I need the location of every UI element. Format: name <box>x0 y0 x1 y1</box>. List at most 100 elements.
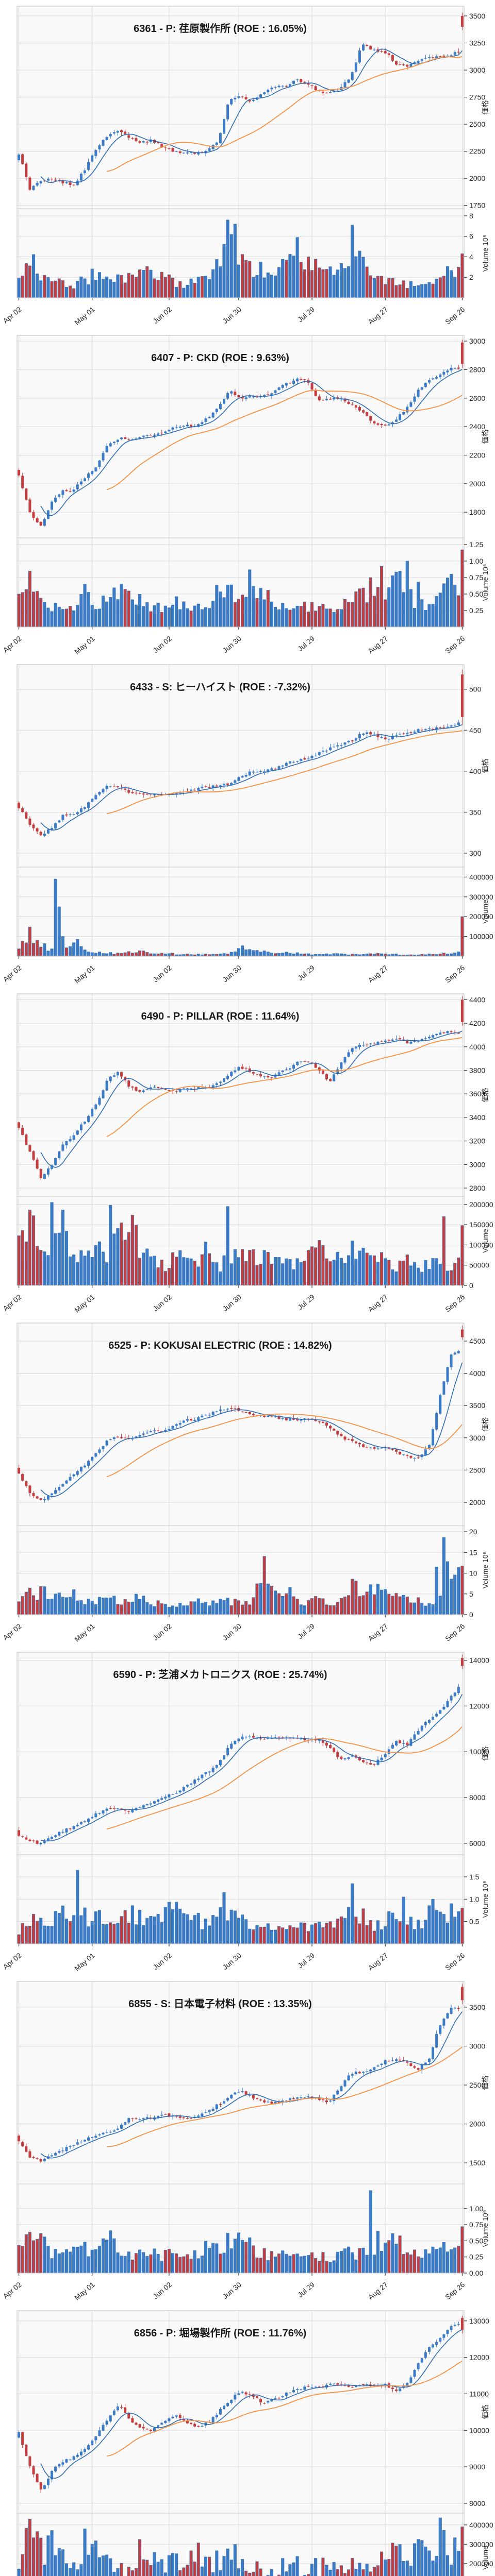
price-tick-label: 1800 <box>469 508 485 516</box>
price-axis-ticks: 3000 2800 2600 2400 2200 2000 1800 <box>464 337 485 516</box>
candles <box>18 1654 464 1847</box>
moving-averages <box>40 2329 463 2479</box>
price-tick-label: 2200 <box>469 451 485 459</box>
price-axis-ticks: 4400 4200 4000 3800 3600 3400 3200 3000 2800 <box>464 995 485 1192</box>
date-tick-label: Apr 02 <box>2 1951 23 1971</box>
date-tick-label: Aug 27 <box>367 634 389 655</box>
chart-block-6433: 500 450 400 350 300 400000 300000 200000 100000 価… <box>0 658 495 988</box>
date-tick-label: May 01 <box>73 634 96 656</box>
plot-panel <box>17 665 464 956</box>
price-tick-label: 3000 <box>469 2042 485 2050</box>
price-tick-label: 2250 <box>469 147 485 156</box>
price-tick-label: 10000 <box>469 2426 489 2434</box>
candlestick-chart-6433: 500 450 400 350 300 400000 300000 200000 100000 価… <box>2 664 493 985</box>
price-tick-label: 1750 <box>469 201 485 210</box>
date-tick-label: Jun 30 <box>221 1622 243 1642</box>
date-tick-label: Apr 02 <box>2 1622 23 1642</box>
date-tick-label: Jun 02 <box>151 1951 173 1971</box>
price-tick-label: 2600 <box>469 394 485 402</box>
price-axis-label: 価格 <box>481 2076 489 2090</box>
volume-tick-label: 0.50 <box>469 2236 483 2245</box>
volume-tick-label: 4 <box>469 252 473 261</box>
price-axis-label: 価格 <box>481 430 489 444</box>
moving-averages <box>40 369 463 516</box>
volume-axis-label: Volume <box>481 1229 489 1253</box>
price-tick-label: 13000 <box>469 2317 489 2325</box>
price-tick-label: 300 <box>469 849 482 857</box>
date-tick-label: Sep 26 <box>443 1293 466 1314</box>
chart-block-6490: 4400 4200 4000 3800 3600 3400 3200 3000 2800 2000… <box>0 988 495 1317</box>
date-tick-label: Aug 27 <box>367 305 389 326</box>
date-tick-label: May 01 <box>73 1293 96 1314</box>
price-tick-label: 350 <box>469 808 482 816</box>
volume-tick-label: 1.25 <box>469 540 483 549</box>
plot-border <box>16 1981 465 2274</box>
date-tick-label: Apr 02 <box>2 634 23 654</box>
chart-title: 6855 - S: 日本電子材料 (ROE : 13.35%) <box>128 1998 312 2010</box>
chart-title: 6433 - S: ヒーハイスト (ROE : -7.32%) <box>130 682 310 693</box>
price-axis-ticks: 3500 3000 2500 2000 1500 <box>464 2003 485 2167</box>
date-tick-label: Apr 02 <box>2 963 23 984</box>
plot-panel <box>17 6 464 298</box>
chart-block-6361: 3500 3250 3000 2750 2500 2250 2000 1750 8 6 4 2 価格 Vo… <box>0 0 495 329</box>
date-axis: Apr 02 May 01 Jun 02 Jun 30 Jul 29 Aug 27 Sep … <box>2 298 466 327</box>
date-tick-label: Sep 26 <box>443 305 466 326</box>
price-tick-label: 3000 <box>469 337 485 345</box>
moving-averages <box>41 1694 463 1842</box>
date-tick-label: Sep 26 <box>443 2280 466 2301</box>
price-tick-label: 2000 <box>469 2120 485 2128</box>
candlestick-chart-6407: 3000 2800 2600 2400 2200 2000 1800 1.25 1.00 0.75… <box>2 335 489 656</box>
volume-tick-label: 15 <box>469 1548 477 1556</box>
date-tick-label: Jun 02 <box>151 963 173 984</box>
moving-averages <box>40 1362 463 1497</box>
date-tick-label: May 01 <box>73 305 96 327</box>
date-tick-label: Jun 30 <box>221 1293 243 1313</box>
price-tick-label: 3000 <box>469 66 485 74</box>
volume-tick-label: 50000 <box>469 1261 489 1269</box>
date-tick-label: Jul 29 <box>296 963 316 982</box>
volume-tick-label: 0 <box>469 1611 473 1619</box>
plot-border <box>16 1652 465 1944</box>
date-tick-label: Jun 30 <box>221 634 243 654</box>
price-tick-label: 2500 <box>469 1466 485 1474</box>
date-tick-label: Jun 02 <box>151 2280 173 2300</box>
volume-bars <box>17 878 464 956</box>
volume-tick-label: 200000 <box>469 1200 493 1209</box>
volume-axis-label: Volume 10⁶ <box>481 1881 489 1918</box>
date-tick-label: Sep 26 <box>443 963 466 985</box>
volume-axis-label: Volume 10⁶ <box>481 235 489 272</box>
date-tick-label: Aug 27 <box>367 1293 389 1314</box>
chart-title: 6525 - P: KOKUSAI ELECTRIC (ROE : 14.82%… <box>108 1340 332 1351</box>
date-axis: Apr 02 May 01 Jun 02 Jun 30 Jul 29 Aug 27 Sep … <box>2 1944 466 1973</box>
date-tick-label: Jun 02 <box>151 1293 173 1313</box>
volume-tick-label: 0.5 <box>469 1918 480 1926</box>
price-tick-label: 4200 <box>469 1019 485 1027</box>
candlestick-chart-6855: 3500 3000 2500 2000 1500 1.00 0.75 0.50 0.25 0.00… <box>2 1981 489 2302</box>
date-tick-label: May 01 <box>73 2280 96 2302</box>
candlestick-chart-6590: 14000 12000 10000 8000 6000 1.5 1.0 0.5 価格 Volume… <box>2 1652 489 1973</box>
volume-bars <box>17 549 464 627</box>
date-axis: Apr 02 May 01 Jun 02 Jun 30 Jul 29 Aug 27 Sep … <box>2 956 466 985</box>
candles <box>18 669 464 837</box>
volume-tick-label: 5 <box>469 1590 473 1598</box>
price-tick-label: 3400 <box>469 1113 485 1122</box>
candlestick-chart-6525: 4500 4000 3500 3000 2500 2000 20 15 10 5 0 価格 Volume… <box>2 1323 489 1643</box>
price-tick-label: 400 <box>469 767 482 775</box>
volume-tick-label: 100000 <box>469 1241 493 1249</box>
price-tick-label: 3000 <box>469 1160 485 1168</box>
volume-bars <box>17 2190 464 2273</box>
volume-bars <box>17 1870 464 1944</box>
price-tick-label: 2800 <box>469 1184 485 1192</box>
date-tick-label: Jul 29 <box>296 2280 316 2299</box>
date-tick-label: Jun 30 <box>221 2280 243 2300</box>
date-tick-label: Jun 30 <box>221 305 243 325</box>
volume-tick-label: 0.00 <box>469 2269 483 2277</box>
price-axis-ticks: 3500 3250 3000 2750 2500 2250 2000 1750 <box>464 12 485 210</box>
moving-averages <box>40 2011 463 2159</box>
plot-panel <box>17 1981 464 2273</box>
volume-axis-ticks: 20 15 10 5 0 <box>464 1528 477 1619</box>
date-tick-label: Jul 29 <box>296 305 316 324</box>
volume-axis-label: Volume 10⁶ <box>481 2210 489 2247</box>
